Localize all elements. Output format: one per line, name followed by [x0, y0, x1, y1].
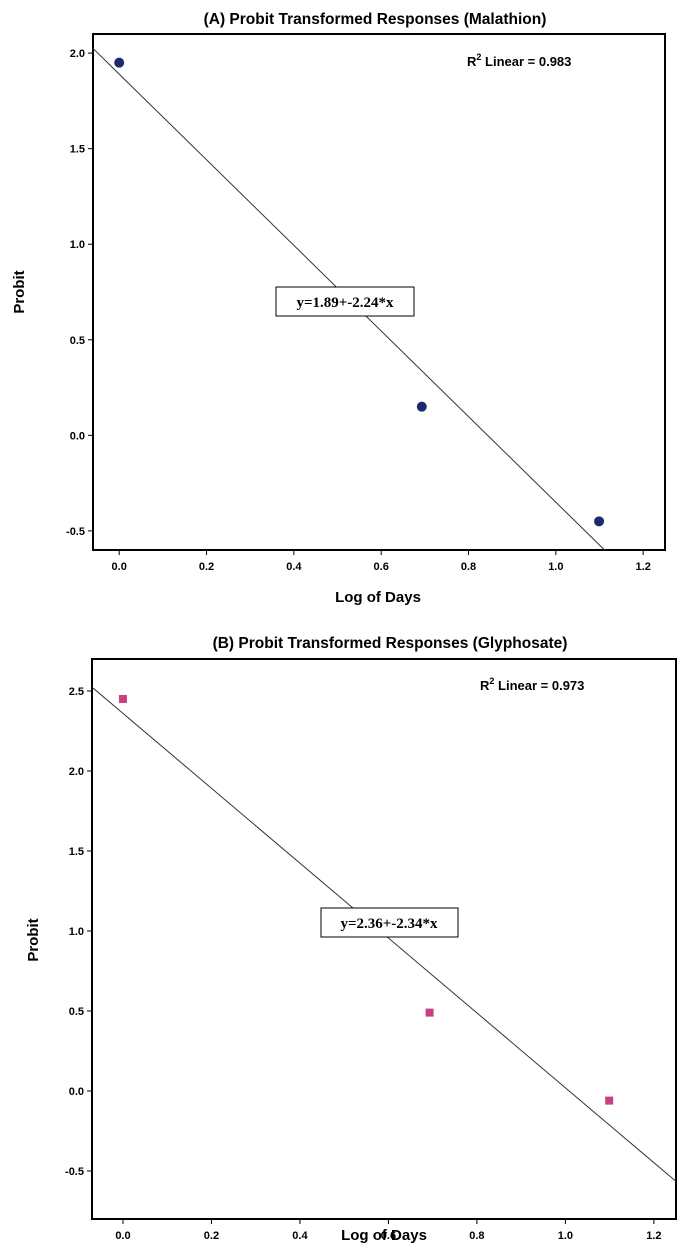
chart-b-plot-frame: [91, 658, 677, 1220]
chart-b-x-tick-label: 0.8: [469, 1230, 484, 1242]
chart-b-svg: (B) Probit Transformed Responses (Glypho…: [25, 635, 677, 1244]
chart-a-y-tick-label: 0.0: [70, 430, 85, 442]
chart-b-x-tick-label: 0.0: [115, 1230, 130, 1242]
chart-a-x-axis-label: Log of Days: [335, 589, 421, 606]
chart-b-r2-prefix: R: [480, 678, 490, 693]
chart-a-x-tick-label: 0.8: [461, 561, 476, 573]
chart-a-data-point: [594, 516, 605, 527]
chart-b-data-point: [118, 695, 127, 703]
chart-b-title: (B) Probit Transformed Responses (Glypho…: [213, 635, 568, 652]
chart-a-y-tick-label: -0.5: [66, 526, 85, 538]
chart-a-x-tick-label: 1.2: [636, 561, 651, 573]
chart-b-y-axis-label: Probit: [25, 918, 42, 961]
chart-b-r2-label: R2 Linear = 0.973: [480, 676, 584, 693]
chart-a-r2-superscript: 2: [476, 52, 481, 62]
chart-a-y-tick-label: 0.5: [70, 335, 85, 347]
chart-b-x-tick-label: 0.2: [204, 1230, 219, 1242]
chart-panel-b: (B) Probit Transformed Responses (Glypho…: [0, 624, 678, 1248]
chart-a-equation-box: y=1.89+-2.24*x: [275, 286, 415, 317]
chart-a-y-tick-label: 2.0: [70, 48, 85, 60]
chart-a-r2-value: Linear = 0.983: [481, 54, 571, 69]
chart-b-y-tick-label: 0.5: [69, 1006, 84, 1018]
chart-a-svg: (A) Probit Transformed Responses (Malath…: [11, 11, 666, 606]
chart-b-equation: y=2.36+-2.34*x: [340, 916, 438, 932]
chart-a-data-point: [114, 57, 125, 68]
chart-b-y-tick-label: -0.5: [65, 1166, 84, 1178]
chart-a-y-axis-label: Probit: [11, 270, 28, 313]
chart-b-equation-box: y=2.36+-2.34*x: [320, 907, 459, 938]
chart-a-data-point: [416, 401, 427, 412]
chart-a-y-tick-label: 1.0: [70, 239, 85, 251]
chart-b-r2-superscript: 2: [489, 676, 494, 686]
chart-a-x-tick-label: 1.0: [548, 561, 563, 573]
chart-a-equation: y=1.89+-2.24*x: [296, 295, 394, 311]
chart-b-r2-value: Linear = 0.973: [494, 678, 584, 693]
chart-panel-a: (A) Probit Transformed Responses (Malath…: [11, 11, 666, 606]
chart-b-data-point: [605, 1096, 614, 1105]
chart-b-x-tick-label: 0.6: [381, 1230, 396, 1242]
chart-b-data-point: [425, 1008, 434, 1017]
chart-b-x-tick-label: 0.4: [292, 1230, 308, 1242]
chart-a-x-tick-label: 0.0: [112, 561, 127, 573]
chart-b-x-axis-label: Log of Days: [341, 1227, 427, 1244]
chart-b-y-tick-label: 1.5: [69, 846, 84, 858]
chart-a-x-tick-label: 0.2: [199, 561, 214, 573]
chart-b-y-tick-label: 2.0: [69, 766, 84, 778]
chart-b-x-tick-label: 1.0: [558, 1230, 573, 1242]
chart-a-r2-prefix: R: [467, 54, 477, 69]
chart-b-y-tick-label: 0.0: [69, 1086, 84, 1098]
chart-b-y-tick-label: 1.0: [69, 926, 84, 938]
chart-a-y-tick-label: 1.5: [70, 144, 85, 156]
chart-b-y-tick-label: 2.5: [69, 686, 84, 698]
chart-a-title: (A) Probit Transformed Responses (Malath…: [204, 11, 547, 28]
chart-a-x-tick-label: 0.4: [286, 561, 302, 573]
chart-a-x-tick-label: 0.6: [374, 561, 389, 573]
chart-a-r2-label: R2 Linear = 0.983: [467, 52, 571, 69]
chart-b-x-tick-label: 1.2: [646, 1230, 661, 1242]
